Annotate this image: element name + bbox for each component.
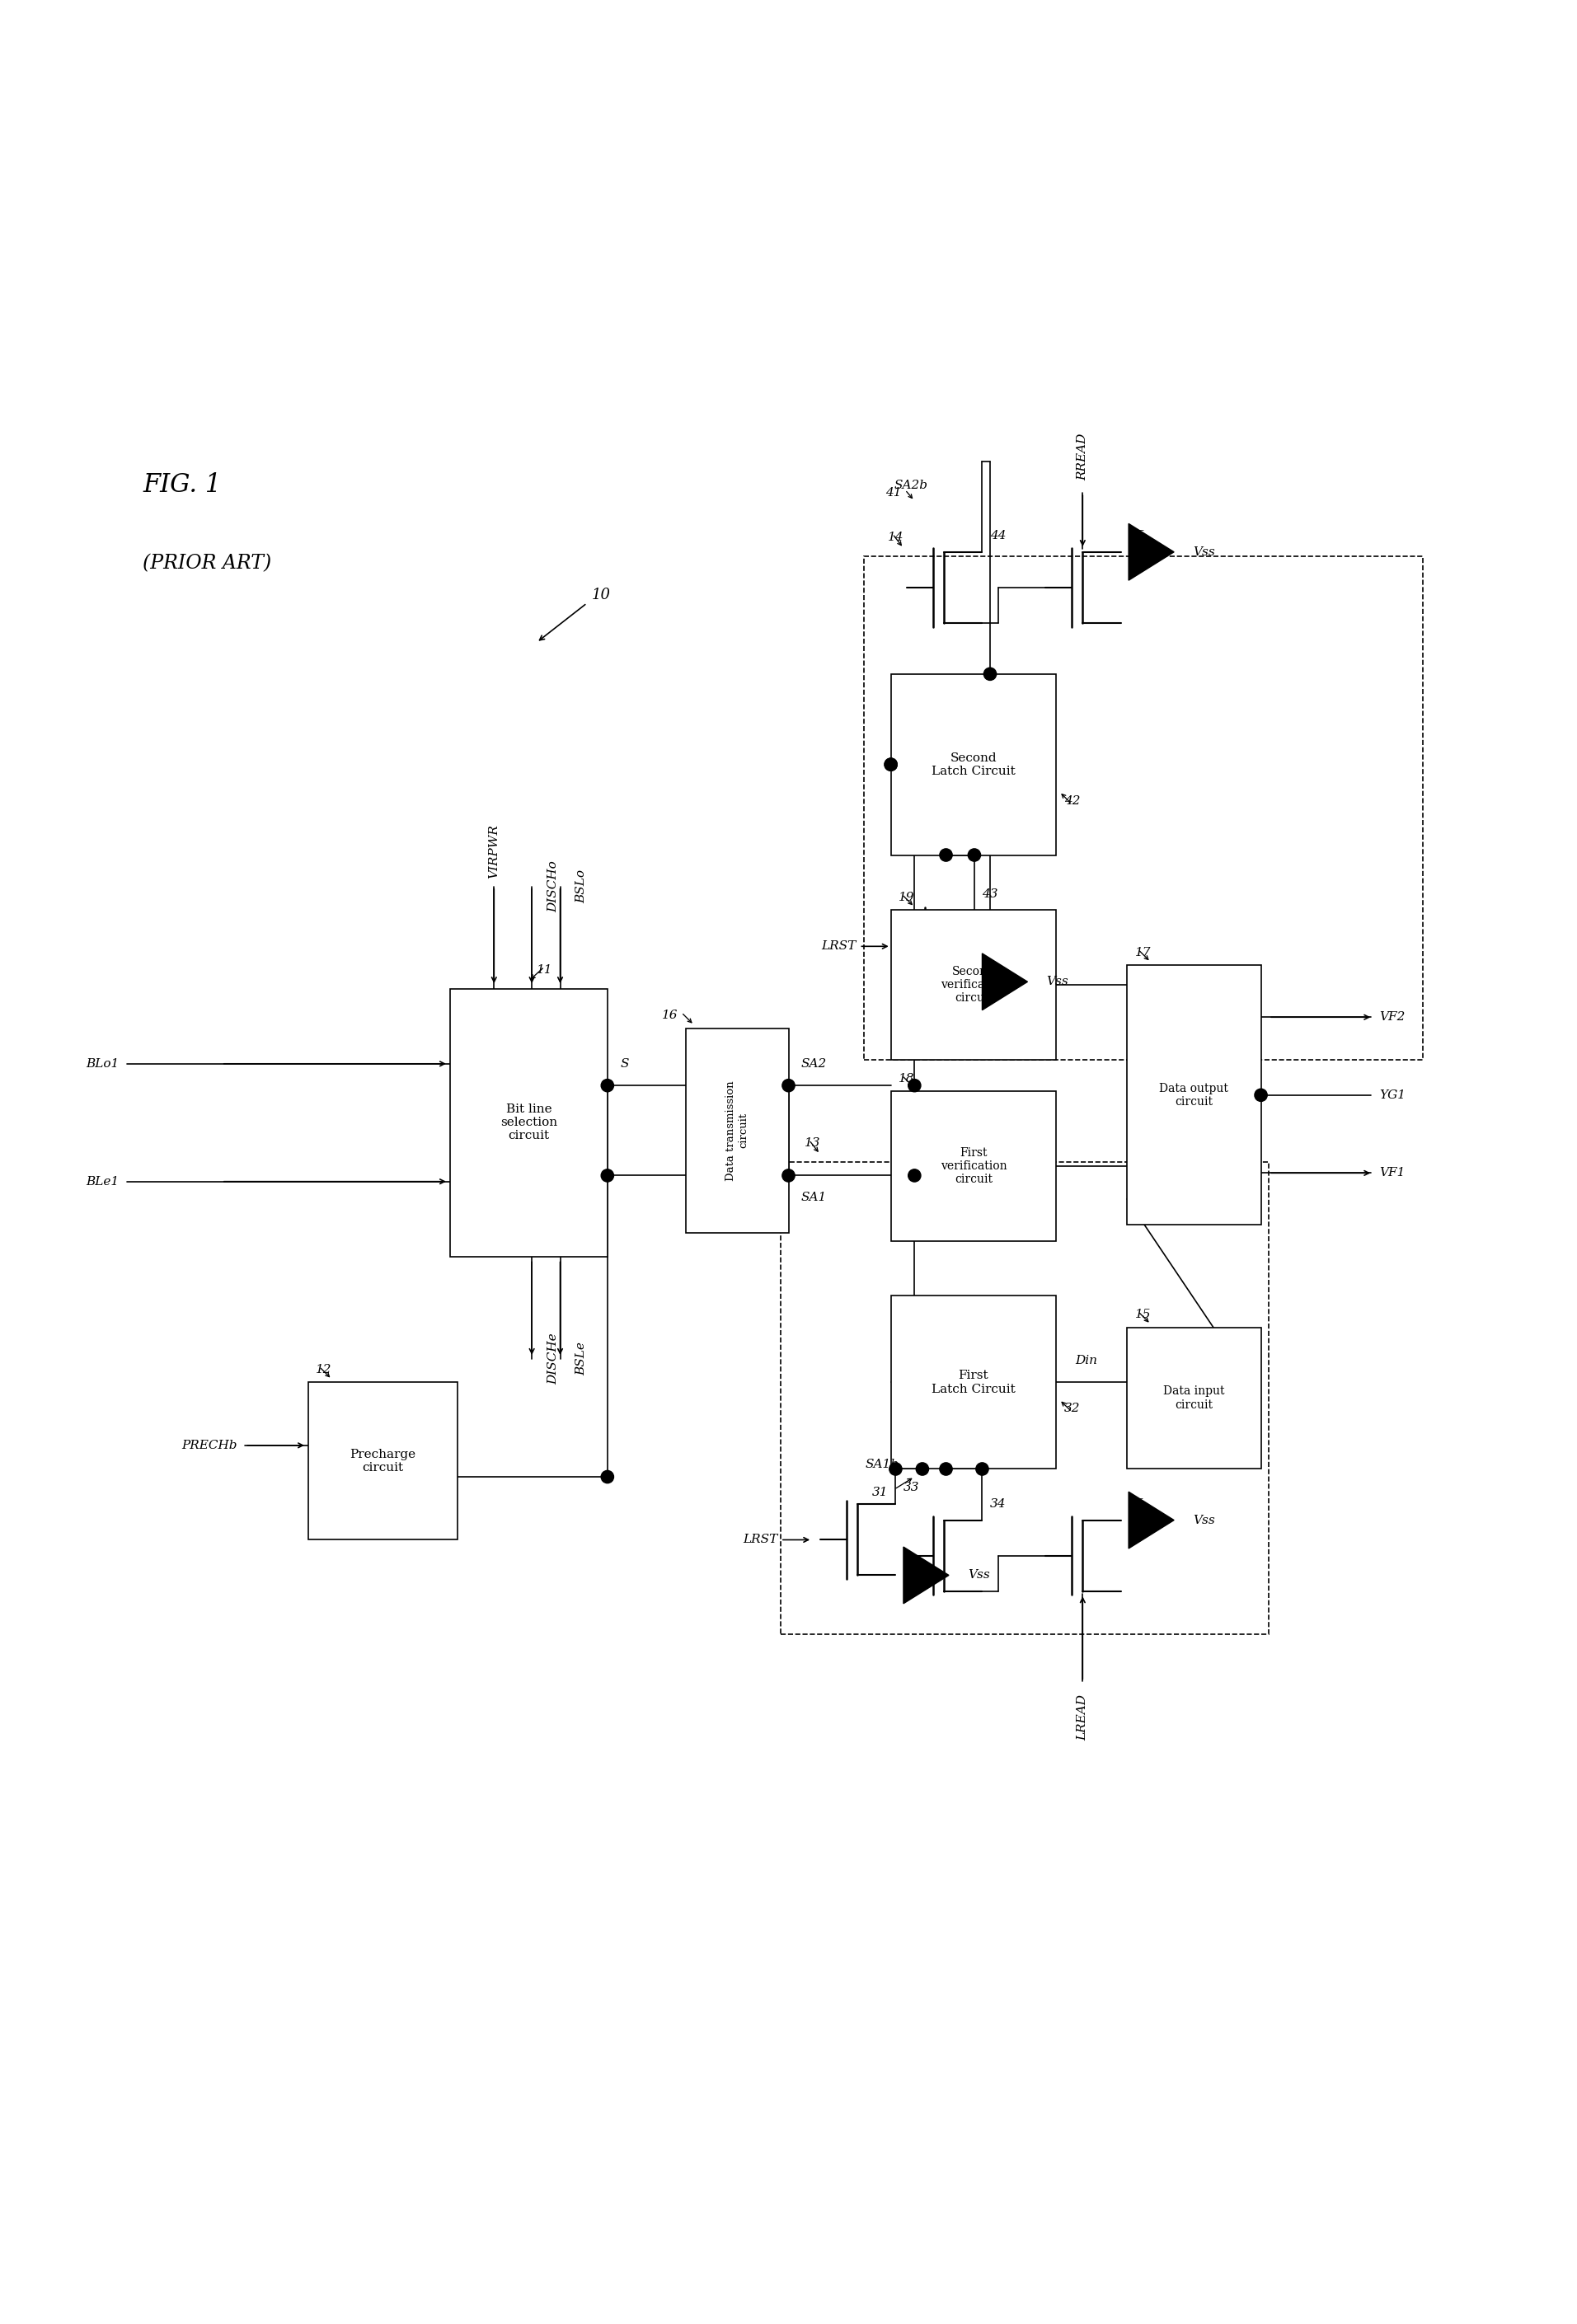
Text: BSLe: BSLe (576, 1341, 588, 1376)
Text: BSLo: BSLo (576, 869, 588, 904)
Text: BLo1: BLo1 (87, 1057, 120, 1069)
Text: VIRPWR: VIRPWR (489, 825, 500, 878)
Circle shape (885, 758, 897, 772)
Circle shape (782, 1169, 795, 1183)
Circle shape (601, 1169, 613, 1183)
Text: Din: Din (1076, 1355, 1098, 1367)
Text: First
Latch Circuit: First Latch Circuit (932, 1369, 1016, 1394)
FancyBboxPatch shape (891, 1092, 1057, 1241)
Text: BLe1: BLe1 (87, 1176, 120, 1188)
Circle shape (601, 1078, 613, 1092)
Text: FIG. 1: FIG. 1 (144, 472, 221, 497)
Text: 16: 16 (662, 1011, 678, 1020)
Text: Vss: Vss (1192, 546, 1214, 558)
Circle shape (782, 1078, 795, 1092)
Text: (PRIOR ART): (PRIOR ART) (144, 555, 271, 574)
Text: 43: 43 (982, 888, 998, 899)
Text: 33: 33 (904, 1483, 919, 1494)
Text: 12: 12 (315, 1364, 333, 1376)
Text: VF1: VF1 (1378, 1167, 1405, 1178)
Circle shape (1255, 1090, 1268, 1102)
FancyBboxPatch shape (1128, 1327, 1262, 1469)
Polygon shape (1129, 1492, 1173, 1548)
Text: 45: 45 (1129, 530, 1145, 541)
FancyBboxPatch shape (891, 911, 1057, 1060)
Polygon shape (1129, 523, 1173, 581)
Text: Data transmission
circuit: Data transmission circuit (725, 1081, 749, 1181)
Circle shape (885, 758, 897, 772)
Text: 19: 19 (899, 892, 915, 904)
Text: LRST: LRST (743, 1534, 777, 1545)
Circle shape (601, 1471, 613, 1483)
Text: PRECHb: PRECHb (181, 1439, 238, 1450)
Text: 44: 44 (990, 530, 1006, 541)
Text: Bit line
selection
circuit: Bit line selection circuit (500, 1104, 557, 1141)
Text: 13: 13 (804, 1136, 820, 1148)
Circle shape (908, 1078, 921, 1092)
Text: 34: 34 (990, 1499, 1006, 1508)
Text: VF2: VF2 (1378, 1011, 1405, 1023)
Circle shape (916, 1462, 929, 1476)
Text: SA2: SA2 (801, 1057, 826, 1069)
Text: 35: 35 (1129, 1499, 1145, 1508)
Circle shape (976, 1462, 989, 1476)
Text: Vss: Vss (1192, 1515, 1214, 1527)
Text: Vss: Vss (968, 1569, 990, 1580)
Text: LRST: LRST (822, 941, 856, 953)
FancyBboxPatch shape (449, 988, 607, 1257)
Circle shape (984, 667, 997, 681)
FancyBboxPatch shape (891, 674, 1057, 855)
Text: First
verification
circuit: First verification circuit (940, 1146, 1006, 1185)
Text: YG1: YG1 (1378, 1090, 1405, 1102)
Text: 10: 10 (591, 588, 610, 602)
Text: SA2b: SA2b (894, 479, 927, 490)
Text: 17: 17 (1135, 946, 1151, 957)
Text: DISCHe: DISCHe (547, 1334, 560, 1385)
Text: LREAD: LREAD (1077, 1694, 1088, 1741)
Text: Second
verification
circuit: Second verification circuit (940, 967, 1006, 1004)
Text: 18: 18 (899, 1074, 915, 1085)
FancyBboxPatch shape (686, 1027, 788, 1232)
Circle shape (940, 1462, 953, 1476)
Circle shape (968, 848, 981, 862)
Text: Precharge
circuit: Precharge circuit (350, 1448, 416, 1473)
Circle shape (940, 848, 953, 862)
Polygon shape (904, 1548, 949, 1604)
Text: 15: 15 (1135, 1308, 1151, 1320)
Text: 41: 41 (886, 488, 902, 500)
Text: 14: 14 (888, 532, 904, 544)
Text: 31: 31 (872, 1487, 888, 1499)
Polygon shape (982, 953, 1028, 1011)
Text: 42: 42 (1064, 795, 1080, 806)
Text: RREAD: RREAD (1077, 432, 1088, 481)
Circle shape (908, 1169, 921, 1183)
Text: Vss: Vss (1047, 976, 1069, 988)
Text: DISCHo: DISCHo (547, 860, 560, 913)
Text: 11: 11 (536, 964, 552, 976)
FancyBboxPatch shape (308, 1383, 457, 1541)
Text: Data output
circuit: Data output circuit (1159, 1083, 1228, 1109)
Text: SA1: SA1 (801, 1192, 826, 1204)
Text: 32: 32 (1064, 1404, 1080, 1413)
FancyBboxPatch shape (891, 1297, 1057, 1469)
Text: SA1b: SA1b (864, 1459, 899, 1471)
Circle shape (889, 1462, 902, 1476)
Text: S: S (620, 1057, 629, 1069)
Text: Second
Latch Circuit: Second Latch Circuit (932, 753, 1016, 776)
FancyBboxPatch shape (1128, 964, 1262, 1225)
Text: Data input
circuit: Data input circuit (1164, 1385, 1225, 1411)
